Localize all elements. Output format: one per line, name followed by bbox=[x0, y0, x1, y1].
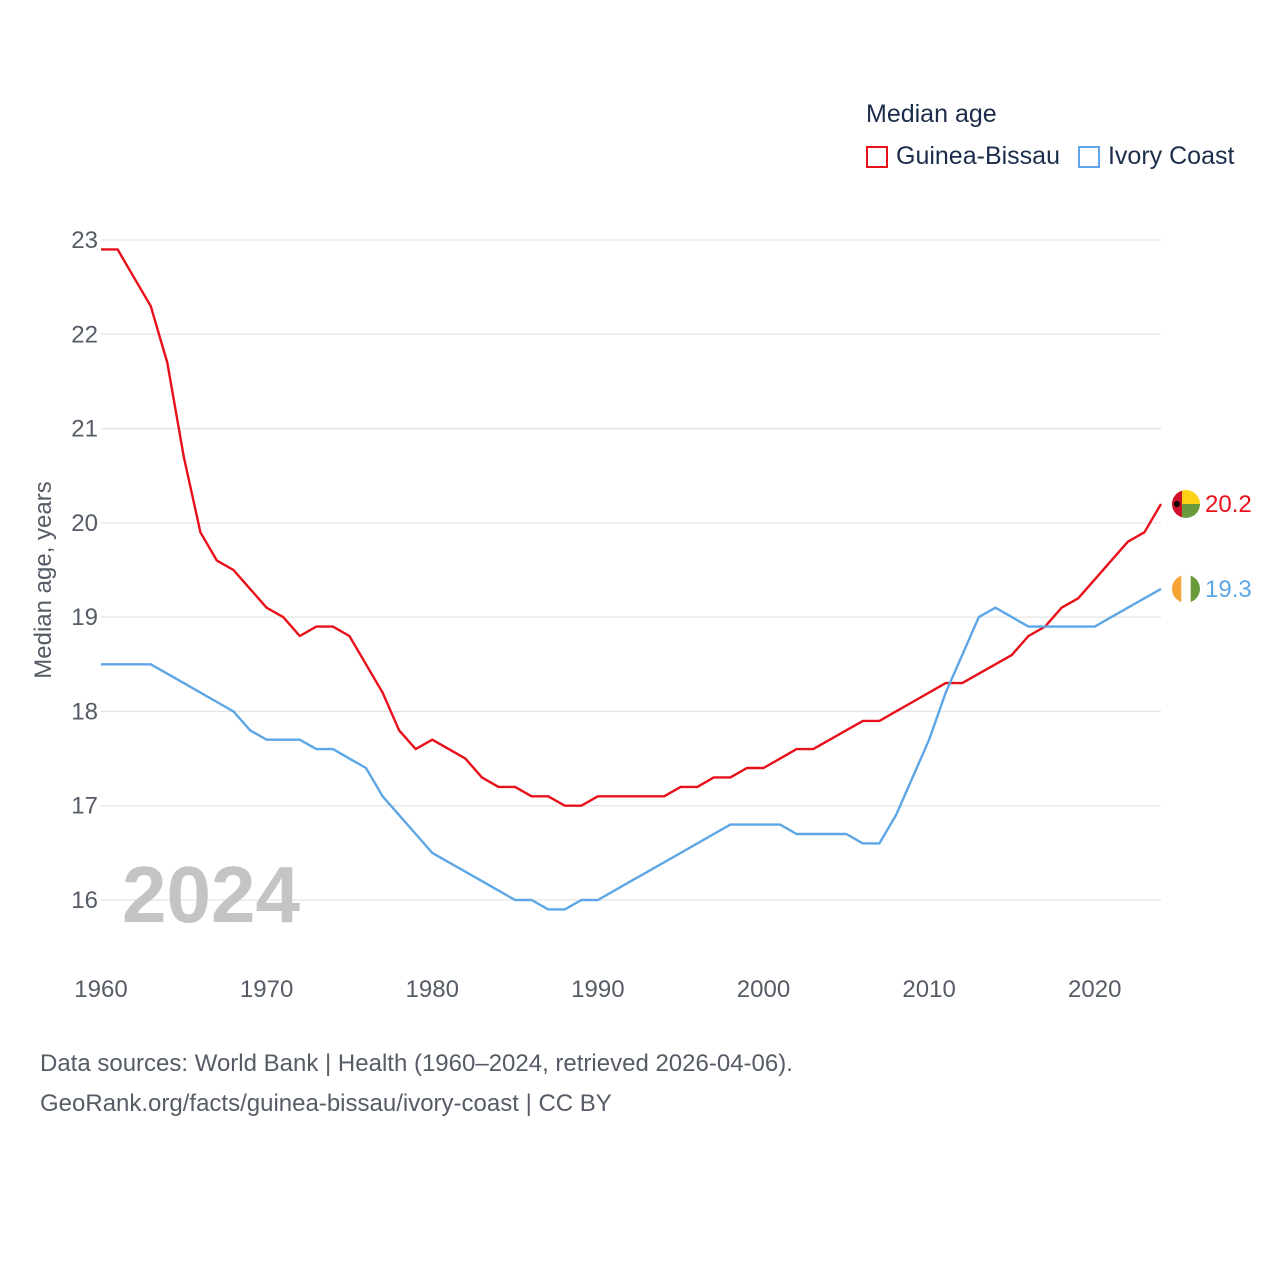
series-line-ivory-coast bbox=[101, 587, 1162, 911]
y-tick-18: 18 bbox=[71, 698, 98, 725]
series-line-guinea-bissau bbox=[101, 248, 1163, 807]
x-tick-1980: 1980 bbox=[406, 976, 459, 1003]
ivory-coast-end-label: 19.3 bbox=[1205, 576, 1252, 603]
legend-label-ivory-coast: Ivory Coast bbox=[1107, 142, 1235, 170]
gridlines bbox=[101, 239, 1161, 901]
legend-item-guinea-bissau[interactable]: Guinea-Bissau bbox=[866, 142, 1060, 171]
y-tick-21: 21 bbox=[71, 416, 98, 443]
y-tick-20: 20 bbox=[71, 510, 98, 537]
legend-label-guinea-bissau: Guinea-Bissau bbox=[896, 142, 1060, 170]
y-tick-17: 17 bbox=[71, 793, 98, 820]
y-axis-label: Median age, years bbox=[30, 481, 57, 678]
x-tick-2020: 2020 bbox=[1068, 976, 1121, 1003]
legend: Guinea-Bissau Ivory Coast bbox=[866, 142, 1252, 171]
guinea-bissau-flag-icon bbox=[1172, 490, 1200, 518]
legend-swatch-ivory-coast bbox=[1077, 145, 1100, 168]
y-tick-19: 19 bbox=[71, 604, 98, 631]
y-tick-16: 16 bbox=[71, 887, 98, 914]
footer-link[interactable]: GeoRank.org/facts/guinea-bissau/ivory-co… bbox=[40, 1090, 612, 1117]
end-markers: 20.2 19.3 bbox=[1172, 490, 1252, 603]
footer: Data sources: World Bank | Health (1960–… bbox=[40, 1044, 793, 1124]
year-watermark: 2024 bbox=[122, 850, 300, 939]
x-tick-labels: 1960 1970 1980 1990 2000 2010 2020 bbox=[74, 976, 1121, 1003]
legend-item-ivory-coast[interactable]: Ivory Coast bbox=[1077, 142, 1235, 171]
y-tick-22: 22 bbox=[71, 321, 98, 348]
series-lines bbox=[101, 248, 1163, 911]
guinea-bissau-end-label: 20.2 bbox=[1205, 491, 1252, 518]
x-tick-2010: 2010 bbox=[902, 976, 955, 1003]
legend-title: Median age bbox=[866, 100, 997, 128]
ivory-coast-flag-icon bbox=[1172, 574, 1200, 603]
footer-sources: Data sources: World Bank | Health (1960–… bbox=[40, 1050, 793, 1077]
x-tick-2000: 2000 bbox=[737, 976, 790, 1003]
x-tick-1970: 1970 bbox=[240, 976, 293, 1003]
x-tick-1960: 1960 bbox=[74, 976, 127, 1003]
y-tick-23: 23 bbox=[71, 227, 98, 254]
y-tick-labels: 16 17 18 19 20 21 22 23 bbox=[71, 227, 98, 914]
x-tick-1990: 1990 bbox=[571, 976, 624, 1003]
legend-swatch-guinea-bissau bbox=[866, 145, 888, 168]
